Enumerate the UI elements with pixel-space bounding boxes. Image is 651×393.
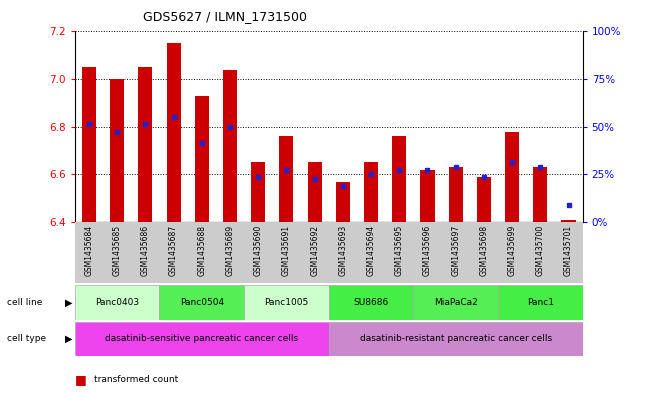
Text: transformed count: transformed count — [94, 375, 178, 384]
Bar — [82, 67, 96, 222]
Text: cell line: cell line — [7, 298, 42, 307]
Text: GSM1435687: GSM1435687 — [169, 225, 178, 276]
Text: GSM1435701: GSM1435701 — [564, 225, 573, 276]
Bar — [364, 162, 378, 222]
Bar — [561, 220, 575, 222]
Text: GSM1435689: GSM1435689 — [225, 225, 234, 276]
Text: MiaPaCa2: MiaPaCa2 — [434, 298, 478, 307]
Bar — [329, 285, 413, 320]
Bar — [223, 70, 237, 222]
Text: cell type: cell type — [7, 334, 46, 343]
Bar — [307, 162, 322, 222]
Text: GSM1435685: GSM1435685 — [113, 225, 122, 276]
Bar — [477, 177, 491, 222]
Text: GSM1435693: GSM1435693 — [339, 225, 348, 276]
Text: Panc1005: Panc1005 — [264, 298, 309, 307]
Text: ▶: ▶ — [64, 298, 72, 308]
Text: SU8686: SU8686 — [353, 298, 389, 307]
Text: GSM1435688: GSM1435688 — [197, 225, 206, 276]
Bar — [75, 322, 329, 356]
Text: GSM1435698: GSM1435698 — [479, 225, 488, 276]
Text: GSM1435690: GSM1435690 — [254, 225, 263, 276]
Bar — [449, 167, 463, 222]
Bar — [110, 79, 124, 222]
Bar — [498, 285, 583, 320]
Bar — [195, 96, 209, 222]
Bar — [139, 67, 152, 222]
Text: GSM1435684: GSM1435684 — [85, 225, 94, 276]
Bar — [329, 322, 583, 356]
Text: ■: ■ — [75, 373, 87, 386]
Text: GSM1435699: GSM1435699 — [508, 225, 517, 276]
Text: GSM1435692: GSM1435692 — [310, 225, 319, 276]
Bar — [392, 136, 406, 222]
Bar — [336, 182, 350, 222]
Text: Panc1: Panc1 — [527, 298, 554, 307]
Text: GSM1435696: GSM1435696 — [423, 225, 432, 276]
Bar — [244, 285, 329, 320]
Text: GSM1435700: GSM1435700 — [536, 225, 545, 276]
Text: GSM1435695: GSM1435695 — [395, 225, 404, 276]
Bar — [505, 132, 519, 222]
Text: Panc0504: Panc0504 — [180, 298, 224, 307]
Text: dasatinib-sensitive pancreatic cancer cells: dasatinib-sensitive pancreatic cancer ce… — [105, 334, 298, 343]
Text: dasatinib-resistant pancreatic cancer cells: dasatinib-resistant pancreatic cancer ce… — [359, 334, 552, 343]
Text: GSM1435697: GSM1435697 — [451, 225, 460, 276]
Bar — [413, 285, 498, 320]
Text: GDS5627 / ILMN_1731500: GDS5627 / ILMN_1731500 — [143, 10, 307, 23]
Text: GSM1435686: GSM1435686 — [141, 225, 150, 276]
Bar — [75, 285, 159, 320]
Text: ▶: ▶ — [64, 334, 72, 344]
Bar — [251, 162, 266, 222]
Text: Panc0403: Panc0403 — [95, 298, 139, 307]
Bar — [421, 170, 435, 222]
Text: GSM1435694: GSM1435694 — [367, 225, 376, 276]
Bar — [159, 285, 244, 320]
Bar — [279, 136, 294, 222]
Text: GSM1435691: GSM1435691 — [282, 225, 291, 276]
Bar — [167, 43, 181, 222]
Bar — [533, 167, 547, 222]
